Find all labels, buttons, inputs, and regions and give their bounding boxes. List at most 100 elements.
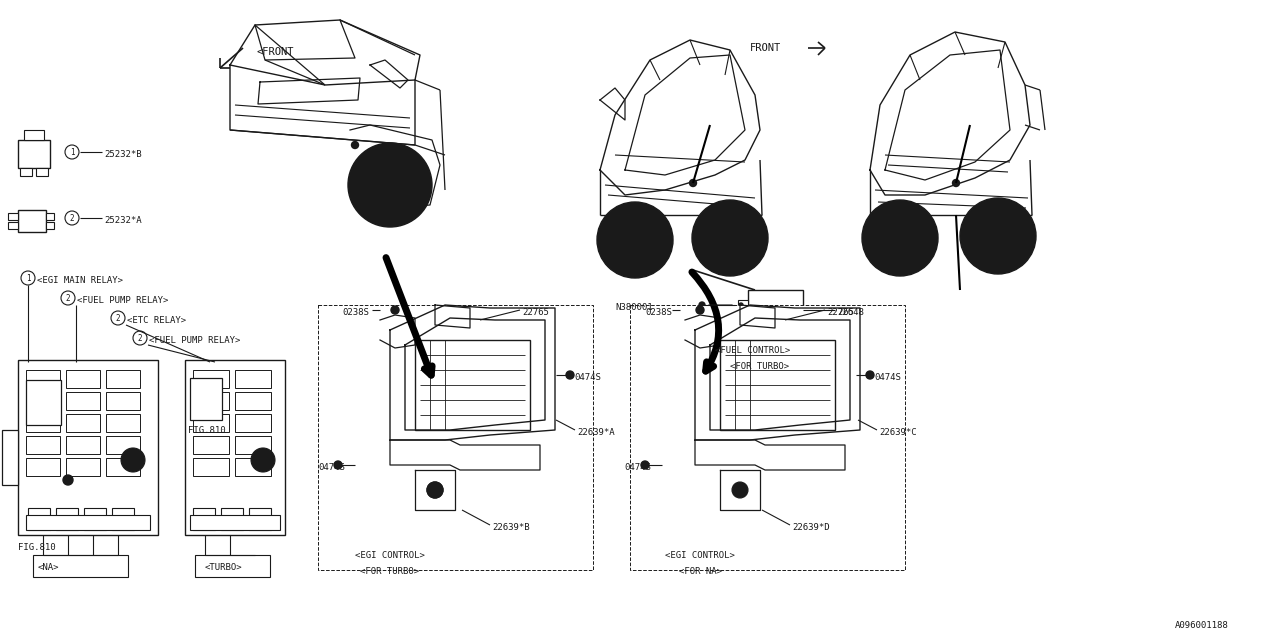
Text: 0474S: 0474S xyxy=(317,463,344,472)
Circle shape xyxy=(861,200,938,276)
Bar xyxy=(721,340,835,430)
Bar xyxy=(236,458,271,476)
Circle shape xyxy=(722,230,739,246)
Bar xyxy=(748,290,803,332)
Bar xyxy=(46,222,54,229)
Bar xyxy=(189,378,221,420)
Text: <FUEL PUMP RELAY>: <FUEL PUMP RELAY> xyxy=(148,335,241,344)
Circle shape xyxy=(867,371,874,379)
Bar xyxy=(193,370,229,388)
Circle shape xyxy=(390,306,399,314)
Bar xyxy=(26,515,150,530)
Bar xyxy=(67,436,100,454)
Circle shape xyxy=(334,461,342,469)
Text: 22765: 22765 xyxy=(522,307,549,317)
Text: <FOR TURBO>: <FOR TURBO> xyxy=(361,568,420,577)
Bar xyxy=(236,436,271,454)
Bar xyxy=(28,508,50,530)
Circle shape xyxy=(708,216,753,260)
Text: <FUEL PUMP RELAY>: <FUEL PUMP RELAY> xyxy=(77,296,169,305)
Bar xyxy=(36,168,49,176)
Bar xyxy=(18,140,50,168)
Text: 1: 1 xyxy=(26,273,31,282)
Circle shape xyxy=(627,232,643,248)
Circle shape xyxy=(692,200,768,276)
Circle shape xyxy=(566,371,573,379)
Text: <EGI CONTROL>: <EGI CONTROL> xyxy=(666,550,735,559)
Bar xyxy=(84,508,106,530)
Circle shape xyxy=(352,141,358,148)
Circle shape xyxy=(696,306,704,314)
Text: <TURBO>: <TURBO> xyxy=(205,563,243,573)
Circle shape xyxy=(699,302,705,308)
Text: FIG.810: FIG.810 xyxy=(18,543,55,552)
Text: FRONT: FRONT xyxy=(750,43,781,53)
Bar xyxy=(56,508,78,530)
Circle shape xyxy=(251,448,275,472)
Circle shape xyxy=(641,461,649,469)
Text: 25232*A: 25232*A xyxy=(104,216,142,225)
Circle shape xyxy=(380,175,401,195)
Text: 0474S: 0474S xyxy=(874,372,901,381)
Bar xyxy=(106,436,140,454)
Circle shape xyxy=(428,482,443,498)
Circle shape xyxy=(613,218,657,262)
Bar xyxy=(3,430,18,485)
Bar xyxy=(236,392,271,410)
Text: <NA>: <NA> xyxy=(38,563,59,573)
Bar xyxy=(630,305,905,570)
Text: 22639*B: 22639*B xyxy=(492,522,530,531)
Text: 22639*A: 22639*A xyxy=(577,428,614,436)
Bar xyxy=(193,458,229,476)
Circle shape xyxy=(348,143,433,227)
Bar xyxy=(193,414,229,432)
Text: 2: 2 xyxy=(115,314,120,323)
Text: A096001188: A096001188 xyxy=(1175,621,1229,630)
Circle shape xyxy=(431,486,439,494)
Text: <EGI MAIN RELAY>: <EGI MAIN RELAY> xyxy=(37,275,123,285)
Bar xyxy=(186,360,285,535)
Bar xyxy=(33,555,128,577)
Bar xyxy=(67,414,100,432)
Bar xyxy=(221,508,243,530)
Bar xyxy=(26,436,60,454)
Text: 22765: 22765 xyxy=(827,307,854,317)
Bar xyxy=(26,414,60,432)
Bar xyxy=(106,370,140,388)
Bar xyxy=(195,555,270,577)
Bar xyxy=(24,130,44,140)
Text: 22639*D: 22639*D xyxy=(792,522,829,531)
Bar xyxy=(26,392,60,410)
Text: <FOR NA>: <FOR NA> xyxy=(678,568,722,577)
Text: 0474S: 0474S xyxy=(573,372,600,381)
Circle shape xyxy=(977,214,1020,258)
Bar xyxy=(67,458,100,476)
Text: <FRONT: <FRONT xyxy=(256,47,293,57)
Circle shape xyxy=(596,202,673,278)
Circle shape xyxy=(736,486,744,494)
Bar xyxy=(67,392,100,410)
Bar xyxy=(8,213,18,220)
Bar xyxy=(236,370,271,388)
Circle shape xyxy=(428,482,443,498)
Text: 0238S: 0238S xyxy=(342,307,369,317)
Bar xyxy=(106,458,140,476)
Circle shape xyxy=(122,448,145,472)
Bar xyxy=(193,436,229,454)
Circle shape xyxy=(732,482,748,498)
Bar xyxy=(46,213,54,220)
Bar xyxy=(67,370,100,388)
Circle shape xyxy=(365,160,415,210)
Text: <FUEL CONTROL>: <FUEL CONTROL> xyxy=(716,346,790,355)
Circle shape xyxy=(952,179,960,186)
Bar xyxy=(113,508,134,530)
Bar xyxy=(8,222,18,229)
Bar xyxy=(317,305,593,570)
Bar xyxy=(26,380,61,425)
Bar xyxy=(26,458,60,476)
Bar xyxy=(18,360,157,535)
Text: N380001: N380001 xyxy=(614,303,653,312)
Circle shape xyxy=(739,303,742,307)
Text: <FOR TURBO>: <FOR TURBO> xyxy=(730,362,790,371)
Circle shape xyxy=(690,179,696,186)
